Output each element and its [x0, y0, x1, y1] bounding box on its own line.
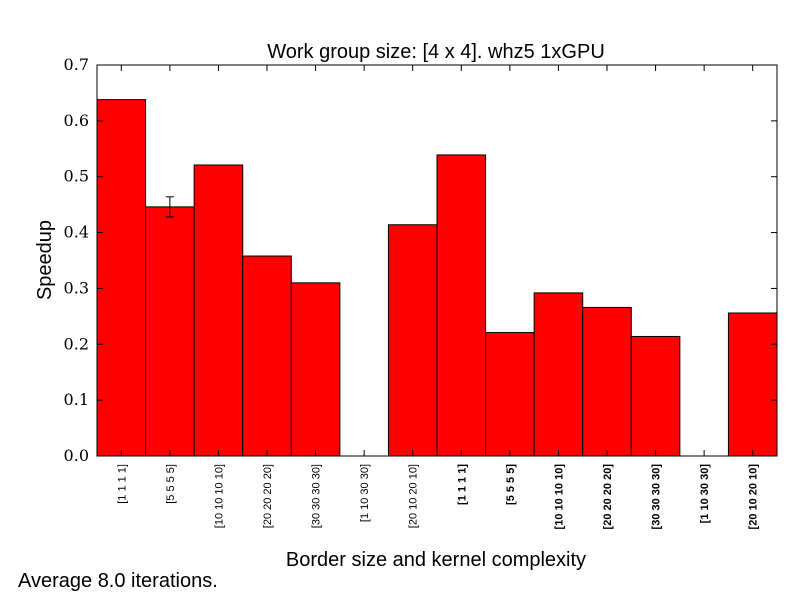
bar	[436, 154, 487, 457]
chart-title: Work group size: [4 x 4]. whz5 1xGPU	[267, 41, 605, 63]
x-tick-label: [5 5 5 5]	[165, 464, 177, 504]
x-tick-label: [1 1 1 1]	[116, 464, 128, 504]
x-tick-label: [30 30 30 30]	[651, 464, 663, 530]
bar	[485, 332, 535, 457]
x-tick-label: [20 10 20 10]	[408, 464, 420, 528]
y-tick-label: 0.4	[64, 223, 89, 242]
bar	[193, 164, 244, 457]
x-tick-label: [30 30 30 30]	[311, 464, 323, 528]
bar	[290, 282, 341, 457]
bar	[96, 99, 147, 457]
footnote: Average 8.0 iterations.	[18, 570, 218, 592]
x-tick-label: [10 10 10 10]	[553, 464, 565, 530]
bar	[582, 306, 632, 457]
y-tick-label: 0.7	[64, 55, 89, 74]
x-tick-label: [1 10 30 30]	[699, 464, 711, 524]
bar	[630, 335, 681, 457]
bar	[533, 292, 584, 457]
y-tick-label: 0.0	[64, 446, 89, 465]
x-axis-label: Border size and kernel complexity	[286, 549, 586, 571]
bar	[387, 224, 438, 457]
x-tick-label: [20 20 20 20]	[602, 464, 614, 530]
x-tick-label: [20 10 20 10]	[748, 464, 760, 530]
x-tick-label: [20 20 20 20]	[262, 464, 274, 528]
y-tick-label: 0.1	[64, 390, 89, 409]
x-tick-label: [1 1 1 1]	[456, 464, 468, 505]
x-tick-label: [10 10 10 10]	[213, 464, 225, 528]
y-axis-label: Speedup	[34, 220, 56, 300]
bar	[242, 255, 292, 457]
plot-frame	[96, 64, 778, 457]
x-tick-label: [5 5 5 5]	[505, 464, 517, 505]
y-tick-label: 0.2	[64, 334, 89, 353]
y-tick-label: 0.3	[64, 278, 89, 297]
bar	[145, 206, 195, 457]
x-tick-label: [1 10 30 30]	[359, 464, 371, 522]
y-tick-label: 0.6	[64, 111, 89, 130]
y-tick-label: 0.5	[64, 167, 89, 186]
bar	[727, 312, 778, 457]
